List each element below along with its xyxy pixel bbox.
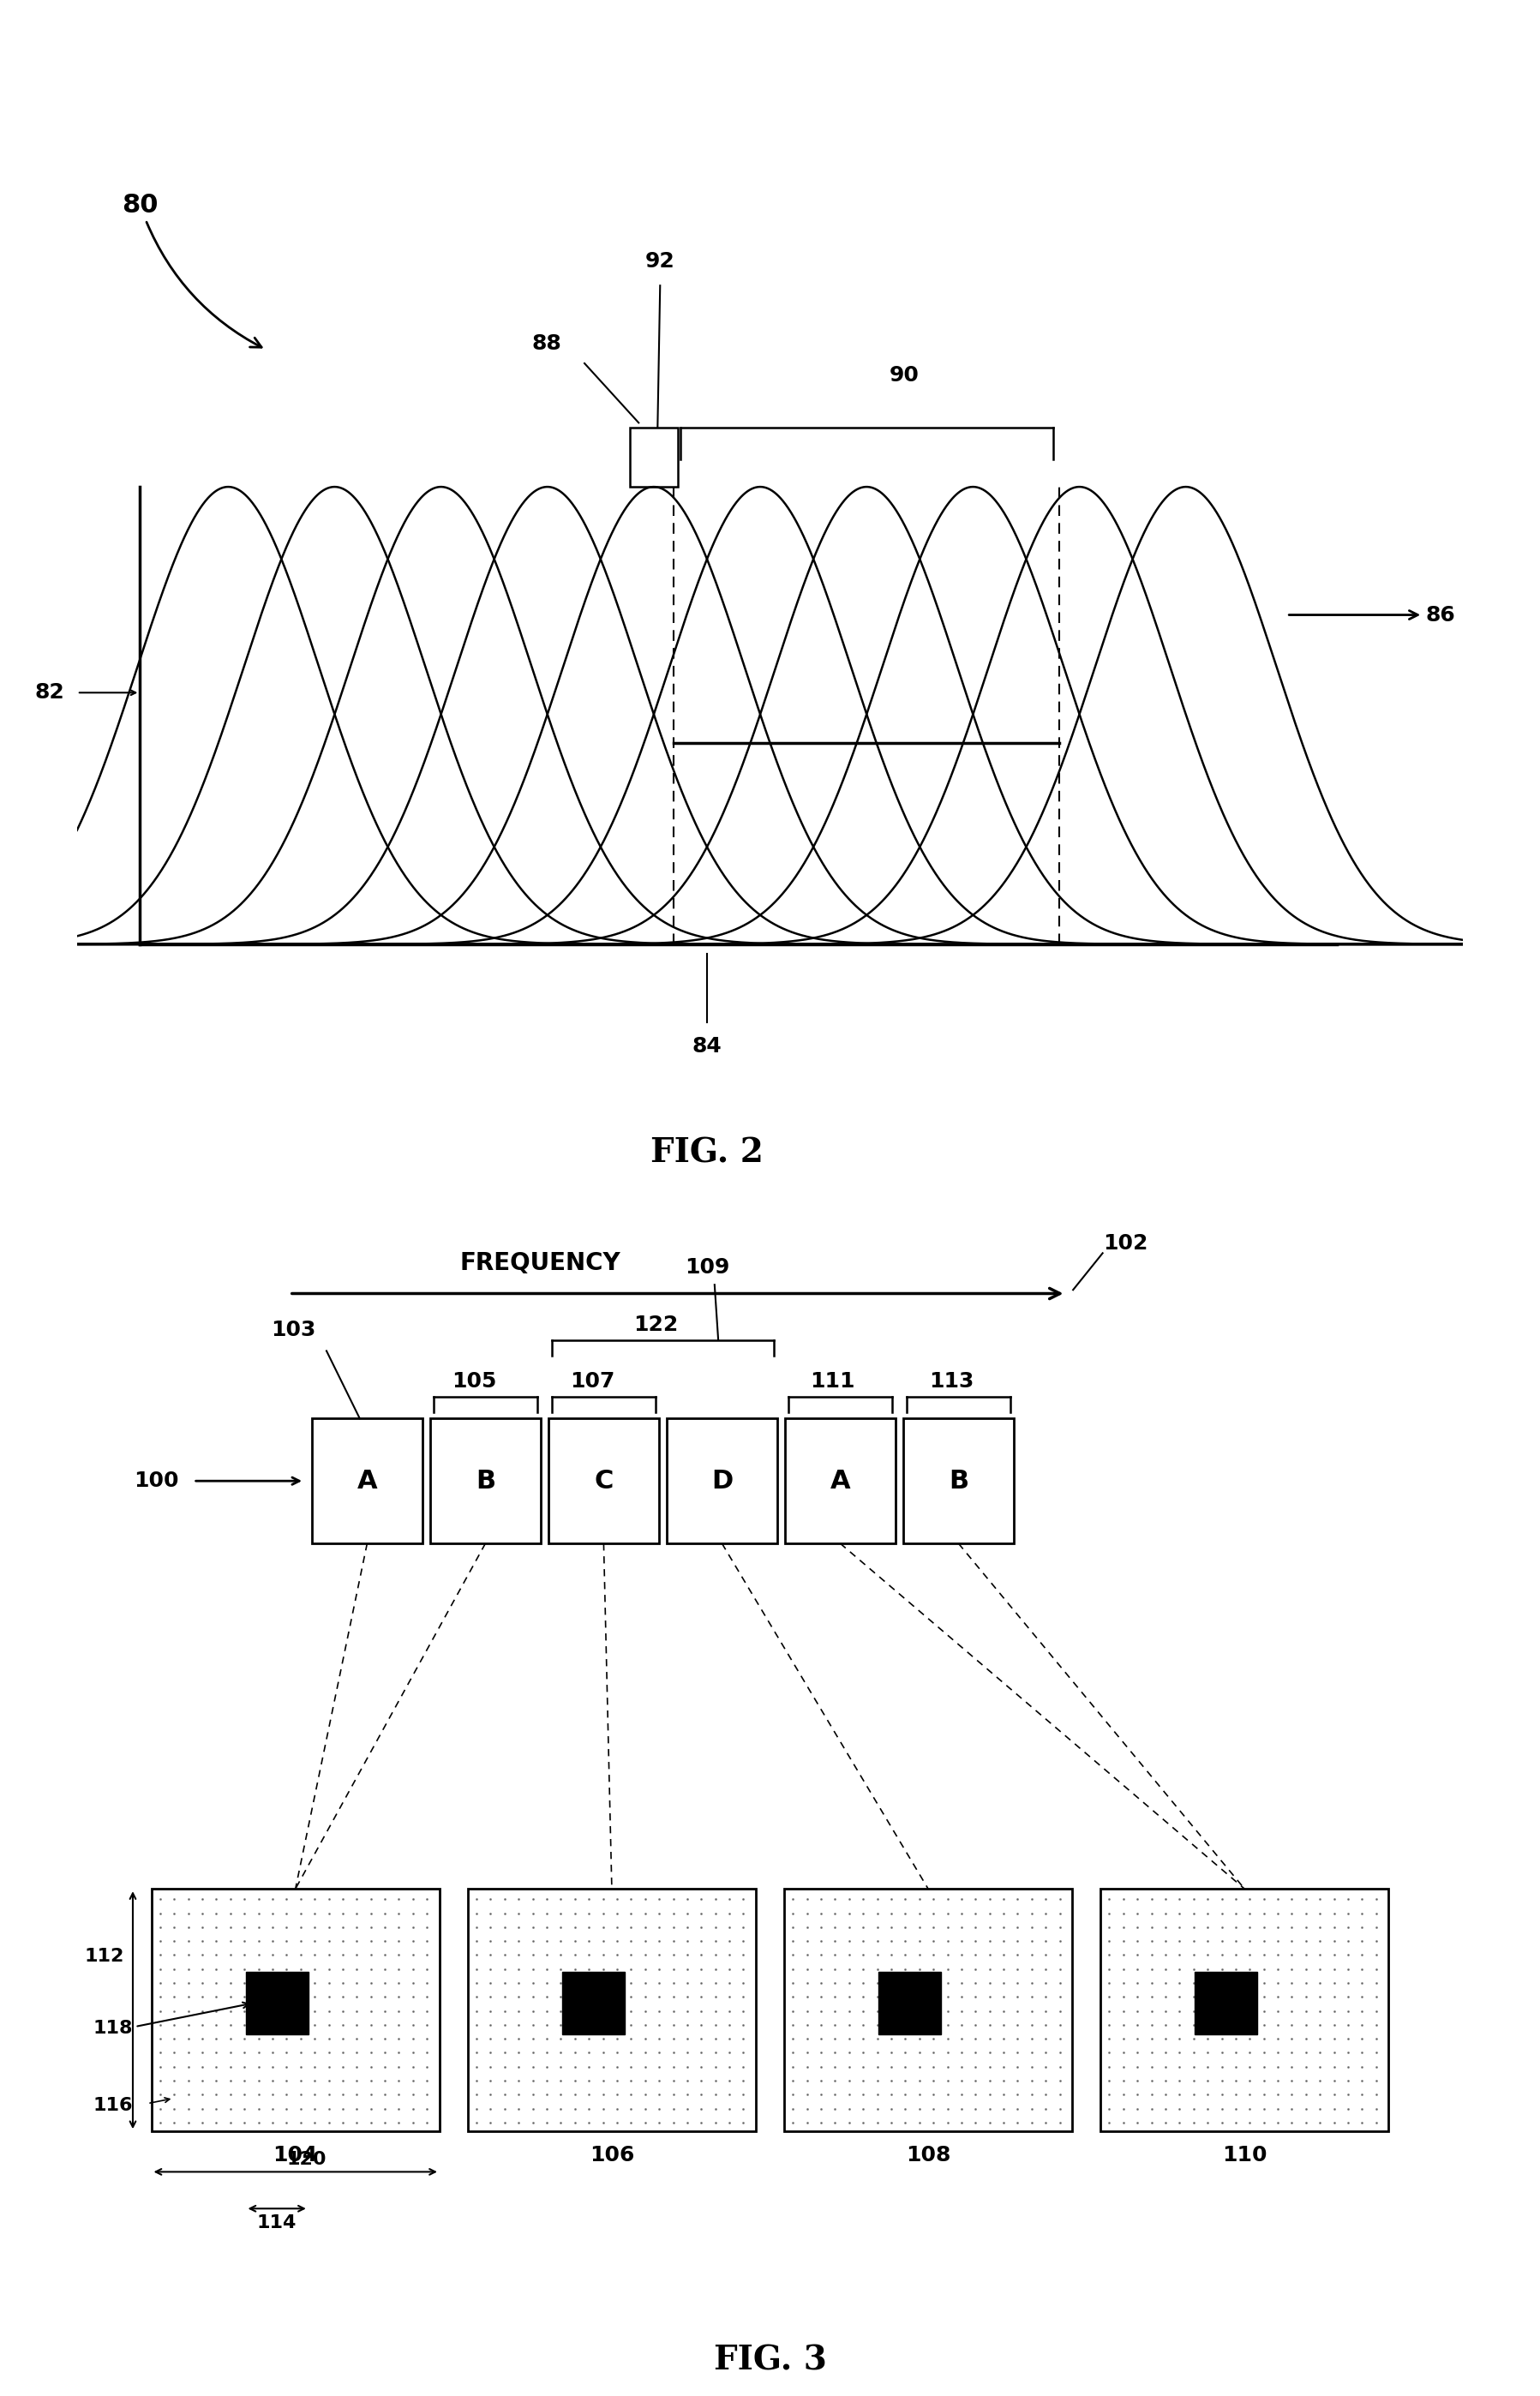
Text: 106: 106 bbox=[590, 2144, 634, 2166]
Text: A: A bbox=[357, 1469, 377, 1493]
Text: 103: 103 bbox=[271, 1320, 316, 1339]
Text: 105: 105 bbox=[451, 1371, 497, 1392]
Text: 107: 107 bbox=[570, 1371, 614, 1392]
Text: 111: 111 bbox=[810, 1371, 855, 1392]
Text: A: A bbox=[830, 1469, 850, 1493]
Text: B: B bbox=[476, 1469, 496, 1493]
Text: 108: 108 bbox=[906, 2144, 950, 2166]
Text: 120: 120 bbox=[286, 2152, 326, 2168]
Text: 90: 90 bbox=[890, 364, 919, 386]
Text: 92: 92 bbox=[645, 252, 675, 271]
Bar bbox=[562, 1972, 625, 2034]
Text: 112: 112 bbox=[85, 1948, 123, 1965]
Bar bbox=[878, 1972, 941, 2034]
Text: 88: 88 bbox=[531, 333, 562, 355]
Bar bbox=[902, 1418, 1013, 1543]
Text: 114: 114 bbox=[257, 2214, 297, 2231]
Bar bbox=[548, 1418, 659, 1543]
Bar bbox=[630, 426, 678, 486]
Bar bbox=[151, 1888, 439, 2132]
Text: 100: 100 bbox=[134, 1471, 179, 1490]
Text: D: D bbox=[711, 1469, 733, 1493]
Text: FIG. 2: FIG. 2 bbox=[650, 1136, 764, 1169]
Text: 118: 118 bbox=[92, 2020, 132, 2037]
Text: 86: 86 bbox=[1289, 604, 1455, 625]
Text: 102: 102 bbox=[1103, 1234, 1147, 1253]
Bar bbox=[430, 1418, 541, 1543]
Bar bbox=[1195, 1972, 1258, 2034]
Text: 110: 110 bbox=[1223, 2144, 1267, 2166]
Text: 116: 116 bbox=[92, 2096, 132, 2113]
Bar bbox=[785, 1418, 896, 1543]
Text: 122: 122 bbox=[633, 1315, 678, 1335]
Text: C: C bbox=[594, 1469, 613, 1493]
Bar bbox=[468, 1888, 756, 2132]
Bar bbox=[667, 1418, 778, 1543]
Text: 113: 113 bbox=[929, 1371, 973, 1392]
Text: 109: 109 bbox=[685, 1258, 730, 1277]
Text: 104: 104 bbox=[273, 2144, 317, 2166]
Text: 82: 82 bbox=[34, 683, 65, 702]
Bar bbox=[245, 1972, 308, 2034]
Text: B: B bbox=[949, 1469, 969, 1493]
Text: FREQUENCY: FREQUENCY bbox=[459, 1251, 621, 1275]
Text: FIG. 3: FIG. 3 bbox=[713, 2346, 827, 2377]
Text: 84: 84 bbox=[691, 1035, 722, 1057]
Bar bbox=[1101, 1888, 1389, 2132]
Bar bbox=[311, 1418, 422, 1543]
Text: 80: 80 bbox=[122, 192, 262, 347]
Bar bbox=[784, 1888, 1072, 2132]
